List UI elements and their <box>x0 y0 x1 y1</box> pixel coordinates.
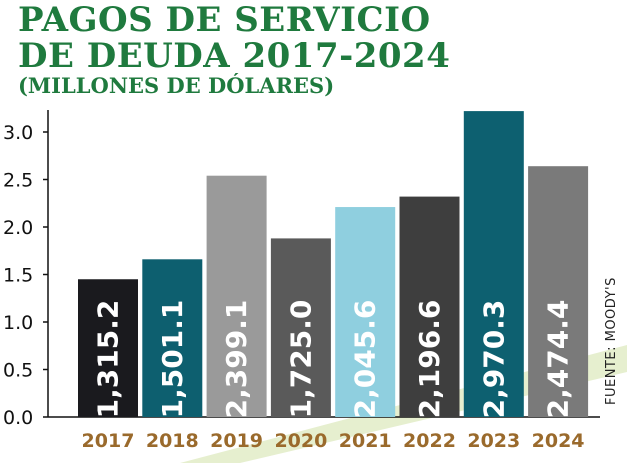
x-tick-label: 2023 <box>467 430 520 452</box>
x-tick-label: 2017 <box>82 430 135 452</box>
bar-value-label: 2,970.3 <box>477 300 510 419</box>
bar-2023 <box>463 111 524 417</box>
bar-value-label: 2,474.4 <box>542 300 575 419</box>
bar-value-label: 2,399.1 <box>220 300 253 419</box>
x-tick-label: 2018 <box>146 430 199 452</box>
chart-subtitle: (MILLONES DE DÓLARES) <box>18 73 335 98</box>
bar-2018 <box>142 259 203 417</box>
bar-value-label: 2,196.6 <box>413 300 446 419</box>
x-tick-label: 2019 <box>210 430 263 452</box>
bar-2024 <box>528 166 589 417</box>
y-tick-label: 1.0 <box>3 312 33 334</box>
source-note: FUENTE: MOODY'S <box>604 277 619 405</box>
y-tick-label: 0.0 <box>3 407 33 429</box>
y-tick-label: 2.5 <box>3 170 33 192</box>
y-tick-label: 0.5 <box>3 360 33 382</box>
bar-2021 <box>335 207 396 417</box>
bar-2017 <box>78 279 138 417</box>
x-tick-label: 2024 <box>532 430 585 452</box>
bar-2022 <box>399 196 460 417</box>
x-tick-label: 2020 <box>274 430 327 452</box>
bar-value-label: 1,315.2 <box>92 300 125 419</box>
title-block: PAGOS DE SERVICIO DE DEUDA 2017-2024 (MI… <box>18 2 450 98</box>
x-tick-label: 2022 <box>403 430 456 452</box>
bar-value-label: 1,501.1 <box>156 300 189 419</box>
y-tick-label: 3.0 <box>3 122 33 144</box>
y-tick-label: 2.0 <box>3 217 33 239</box>
bar-value-label: 1,725.0 <box>284 300 317 419</box>
bar-2019 <box>206 175 267 417</box>
chart-title: PAGOS DE SERVICIO DE DEUDA 2017-2024 <box>18 0 451 76</box>
bar-value-label: 2,045.6 <box>349 300 382 419</box>
y-tick-label: 1.5 <box>3 265 33 287</box>
x-tick-label: 2021 <box>339 430 392 452</box>
bar-2020 <box>270 238 331 417</box>
